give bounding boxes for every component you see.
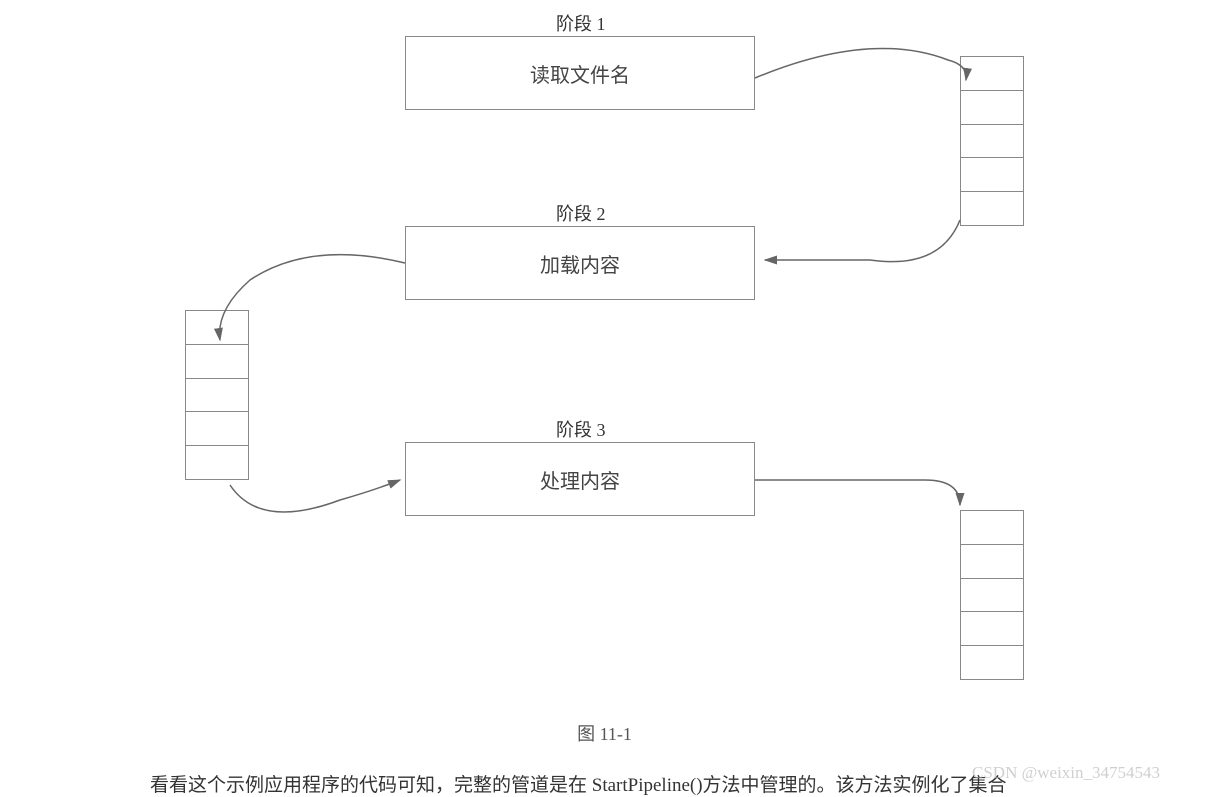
stage-2-label: 阶段 2 <box>556 200 606 226</box>
queue-cell <box>961 192 1023 225</box>
stage-2-box: 加载内容 <box>405 226 755 300</box>
queue-cell <box>186 379 248 413</box>
stage-3-box: 处理内容 <box>405 442 755 516</box>
queue-cell <box>186 446 248 479</box>
arrows-layer <box>0 0 1209 792</box>
queue-3 <box>960 510 1024 680</box>
stage-1-box: 读取文件名 <box>405 36 755 110</box>
queue-cell <box>961 158 1023 192</box>
queue-cell <box>961 612 1023 646</box>
queue-cell <box>186 412 248 446</box>
stage-1-label: 阶段 1 <box>556 10 606 36</box>
watermark: CSDN @weixin_34754543 <box>972 763 1160 783</box>
queue-cell <box>961 511 1023 545</box>
stage-2-text: 加载内容 <box>540 249 620 278</box>
queue-cell <box>186 345 248 379</box>
queue-2 <box>185 310 249 480</box>
figure-caption: 图 11-1 <box>0 720 1209 746</box>
queue-cell <box>961 646 1023 679</box>
stage-3-label: 阶段 3 <box>556 416 606 442</box>
queue-cell <box>961 545 1023 579</box>
stage-1-text: 读取文件名 <box>530 59 630 88</box>
stage-3-text: 处理内容 <box>540 465 620 494</box>
queue-cell <box>961 57 1023 91</box>
queue-cell <box>961 91 1023 125</box>
queue-cell <box>961 125 1023 159</box>
body-text: 看看这个示例应用程序的代码可知，完整的管道是在 StartPipeline()方… <box>150 770 1007 797</box>
queue-cell <box>961 579 1023 613</box>
queue-cell <box>186 311 248 345</box>
queue-1 <box>960 56 1024 226</box>
